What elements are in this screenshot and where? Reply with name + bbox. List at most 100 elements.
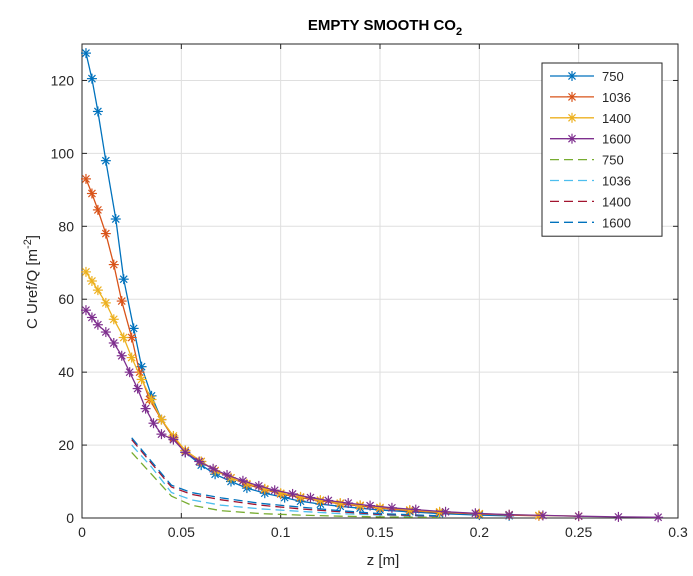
- x-tick-label: 0.05: [168, 524, 195, 540]
- data-point: [269, 485, 280, 496]
- y-tick-label: 60: [58, 291, 74, 307]
- data-point: [108, 314, 119, 325]
- legend-entry: 1036: [550, 90, 631, 105]
- legend-marker: [567, 112, 577, 123]
- legend-entry: 1400: [550, 111, 631, 126]
- data-point: [653, 512, 664, 523]
- data-point: [343, 498, 354, 509]
- legend-marker: [567, 71, 577, 81]
- data-point: [92, 204, 103, 215]
- data-point: [100, 297, 111, 308]
- y-tick-label: 20: [58, 437, 74, 453]
- data-point: [86, 188, 97, 199]
- data-point: [194, 456, 205, 467]
- data-point: [118, 274, 129, 285]
- y-tick-label: 0: [66, 510, 74, 526]
- data-point: [253, 480, 264, 491]
- legend-entry: 750: [550, 153, 624, 168]
- series-line: [131, 451, 440, 518]
- data-point: [504, 509, 515, 520]
- data-point: [180, 447, 191, 458]
- data-point: [128, 323, 139, 334]
- legend-label: 1036: [602, 90, 631, 105]
- y-axis-label: C Uref/Q [m-2]: [22, 235, 41, 329]
- series-dashed-1036: [131, 444, 440, 518]
- data-point: [80, 48, 91, 59]
- data-point: [92, 106, 103, 117]
- data-point: [126, 352, 137, 363]
- y-tick-label: 100: [51, 145, 75, 161]
- data-point: [140, 403, 151, 414]
- legend-label: 1600: [602, 215, 631, 230]
- series-layer: [80, 48, 664, 523]
- data-point: [108, 337, 119, 348]
- chart-title: EMPTY SMOOTH CO2: [308, 17, 462, 38]
- data-point: [116, 350, 127, 361]
- data-point: [386, 502, 397, 513]
- data-point: [613, 511, 624, 522]
- data-point: [132, 383, 143, 394]
- legend-label: 1600: [602, 132, 631, 147]
- y-tick-label: 80: [58, 218, 74, 234]
- data-point: [118, 332, 129, 343]
- data-point: [80, 305, 91, 316]
- data-point: [86, 312, 97, 323]
- data-point: [86, 73, 97, 84]
- x-tick-label: 0.25: [565, 524, 592, 540]
- data-point: [287, 488, 298, 499]
- series-solid-1600: [80, 305, 664, 523]
- data-point: [440, 506, 451, 517]
- data-point: [222, 469, 233, 480]
- data-point: [323, 495, 334, 506]
- data-point: [305, 492, 316, 503]
- legend-entry: 750: [550, 69, 624, 84]
- y-tick-label: 120: [51, 72, 75, 88]
- data-point: [365, 500, 376, 511]
- data-point: [146, 394, 157, 405]
- data-point: [537, 510, 548, 521]
- data-point: [108, 259, 119, 270]
- data-point: [136, 374, 147, 385]
- data-point: [86, 276, 97, 286]
- y-tick-label: 40: [58, 364, 74, 380]
- data-point: [80, 266, 91, 277]
- legend-entry: 1600: [550, 132, 631, 147]
- legend-label: 750: [602, 69, 624, 84]
- data-point: [156, 414, 167, 425]
- legend-label: 1400: [602, 111, 631, 126]
- legend-marker: [567, 91, 577, 102]
- data-point: [116, 296, 127, 307]
- series-dashed-750: [131, 451, 440, 518]
- legend-entry: 1036: [550, 174, 631, 189]
- x-tick-label: 0.15: [366, 524, 393, 540]
- data-point: [124, 367, 135, 378]
- x-tick-label: 0.1: [271, 524, 291, 540]
- data-point: [110, 214, 121, 225]
- legend-label: 750: [602, 153, 624, 168]
- series-line: [131, 444, 440, 518]
- legend-box: [541, 62, 663, 237]
- legend-label: 1036: [602, 174, 631, 189]
- x-tick-label: 0.3: [668, 524, 688, 540]
- chart-title-subscript: 2: [456, 26, 462, 38]
- data-point: [237, 475, 248, 486]
- x-tick-label: 0: [78, 524, 86, 540]
- data-point: [148, 418, 159, 429]
- legend-entry: 1400: [550, 194, 631, 209]
- y-axis-label-main: C Uref/Q [m: [24, 249, 41, 329]
- data-point: [92, 319, 103, 330]
- data-point: [168, 434, 179, 445]
- axes-box: [81, 43, 679, 519]
- data-point: [156, 429, 167, 440]
- legend-marker: [567, 133, 577, 144]
- data-point: [100, 228, 111, 239]
- chart-title-main: EMPTY SMOOTH CO: [308, 17, 456, 34]
- legend-entry: 1600: [550, 215, 631, 230]
- tick-labels: 0 0.05 0.1 0.15 0.2 0.25 0.3 0 20 40 60 80 100 120: [51, 72, 688, 540]
- y-axis-label-superscript: -2: [22, 239, 34, 249]
- data-point: [92, 285, 103, 296]
- data-point: [410, 504, 421, 515]
- data-point: [375, 502, 385, 513]
- data-point: [100, 327, 111, 338]
